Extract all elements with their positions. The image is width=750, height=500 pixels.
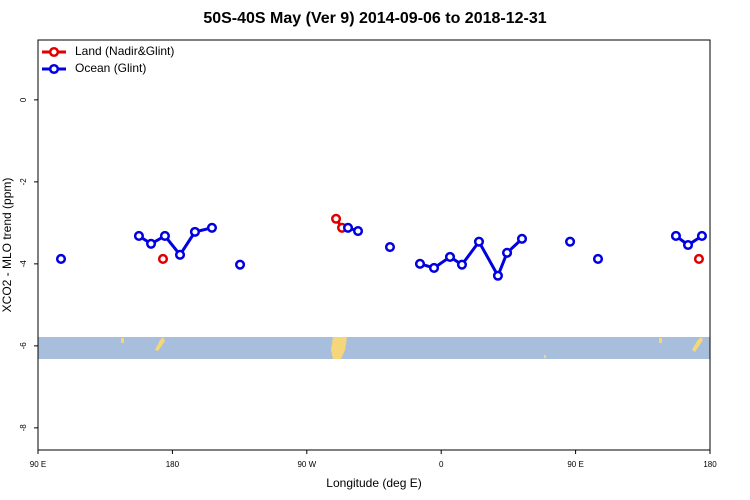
point bbox=[516, 233, 528, 244]
x-tick-label: 90 E bbox=[30, 460, 46, 469]
plot-frame bbox=[37, 39, 711, 451]
y-tick-label: -4 bbox=[19, 260, 28, 268]
point bbox=[456, 259, 468, 270]
legend-label: Land (Nadir&Glint) bbox=[75, 44, 174, 58]
point bbox=[352, 226, 364, 237]
point bbox=[174, 249, 186, 260]
y-tick-label: -2 bbox=[19, 178, 28, 186]
map-strip bbox=[38, 337, 710, 359]
point bbox=[414, 258, 426, 269]
point bbox=[189, 226, 200, 237]
point bbox=[693, 253, 704, 264]
x-tick-label: 180 bbox=[703, 460, 717, 469]
point bbox=[331, 213, 342, 224]
point bbox=[159, 230, 170, 242]
legend-marker bbox=[48, 46, 60, 58]
y-tick-label: 0 bbox=[19, 97, 28, 102]
point bbox=[234, 259, 246, 270]
point bbox=[670, 230, 682, 242]
point bbox=[492, 270, 503, 281]
point bbox=[502, 247, 513, 258]
point bbox=[565, 236, 576, 247]
x-tick-label: 90 E bbox=[567, 460, 583, 469]
point bbox=[55, 253, 67, 264]
legend-label: Ocean (Glint) bbox=[75, 61, 146, 75]
point bbox=[145, 238, 157, 249]
series-line bbox=[138, 226, 703, 280]
point bbox=[473, 236, 485, 247]
x-tick-label: 90 W bbox=[297, 460, 316, 469]
point bbox=[444, 251, 456, 262]
point bbox=[342, 222, 354, 233]
point bbox=[592, 253, 604, 264]
point bbox=[428, 262, 440, 274]
y-axis-label: XCO2 - MLO trend (ppm) bbox=[0, 178, 14, 313]
point bbox=[384, 242, 396, 253]
x-axis-label: Longitude (deg E) bbox=[326, 476, 421, 490]
x-tick-label: 180 bbox=[166, 460, 180, 469]
y-tick-label: -8 bbox=[19, 424, 28, 432]
chart-title: 50S-40S May (Ver 9) 2014-09-06 to 2018-1… bbox=[203, 10, 546, 27]
point bbox=[696, 230, 707, 242]
y-tick-label: -6 bbox=[19, 342, 28, 350]
x-tick-label: 0 bbox=[439, 460, 444, 469]
point bbox=[206, 222, 218, 233]
point bbox=[133, 230, 144, 242]
point bbox=[682, 239, 694, 251]
point bbox=[157, 253, 169, 264]
legend-marker bbox=[48, 63, 60, 75]
